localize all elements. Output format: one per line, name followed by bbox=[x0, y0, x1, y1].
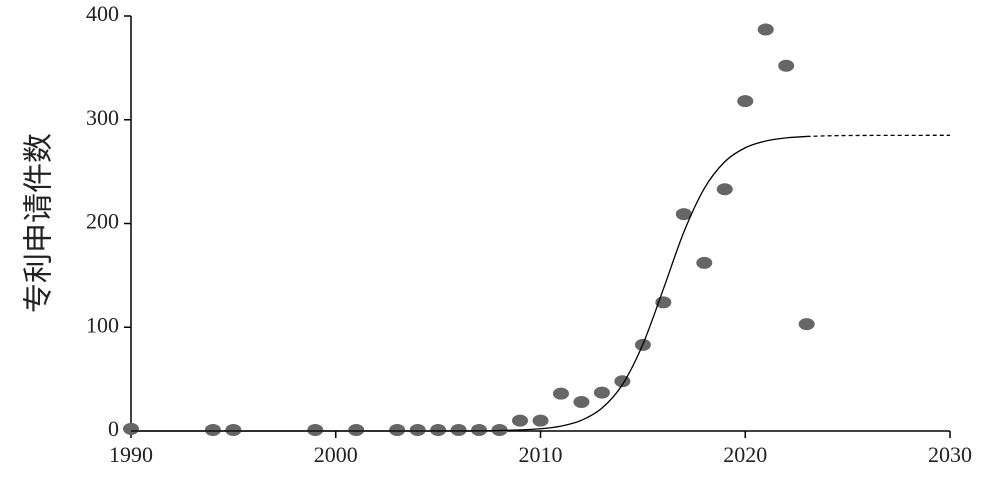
data-point bbox=[430, 423, 447, 436]
data-point bbox=[450, 423, 467, 436]
y-tick-label: 100 bbox=[86, 312, 119, 337]
data-point bbox=[389, 423, 406, 436]
y-tick-label: 300 bbox=[86, 105, 119, 130]
data-point bbox=[737, 95, 754, 108]
data-point bbox=[123, 422, 139, 435]
x-tick-label: 2030 bbox=[928, 442, 972, 467]
data-point bbox=[348, 423, 365, 436]
data-point bbox=[675, 208, 692, 221]
data-point bbox=[204, 423, 221, 436]
data-point bbox=[552, 387, 569, 400]
y-tick-label: 0 bbox=[108, 416, 119, 441]
x-tick-label: 2020 bbox=[723, 442, 767, 467]
data-point bbox=[512, 414, 529, 427]
data-point bbox=[532, 414, 549, 427]
data-point bbox=[307, 423, 324, 436]
data-point bbox=[573, 395, 590, 408]
data-point bbox=[757, 23, 774, 36]
data-point bbox=[593, 386, 610, 399]
fit-line bbox=[130, 135, 807, 432]
data-point bbox=[696, 256, 713, 269]
data-point bbox=[225, 423, 242, 436]
data-point bbox=[716, 183, 733, 196]
fit-line bbox=[806, 134, 951, 138]
data-point bbox=[409, 423, 426, 436]
y-tick-label: 200 bbox=[86, 209, 119, 234]
x-tick-label: 2000 bbox=[314, 442, 358, 467]
y-axis-label: 专利申请件数 bbox=[22, 133, 57, 313]
y-tick-label: 400 bbox=[86, 1, 119, 26]
x-tick-label: 2010 bbox=[519, 442, 563, 467]
data-point bbox=[778, 59, 795, 72]
x-tick-label: 1990 bbox=[109, 442, 153, 467]
data-point bbox=[471, 423, 488, 436]
data-point bbox=[798, 318, 815, 331]
